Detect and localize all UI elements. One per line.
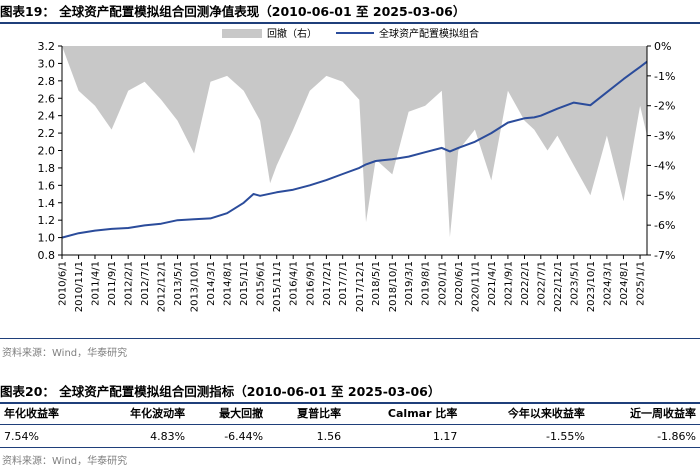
legend-nav-label: 全球资产配置模拟组合 [379, 27, 479, 40]
y-left-tick-label: 0.8 [38, 249, 56, 262]
legend-drawdown-label: 回撤（右） [267, 27, 317, 40]
chart-legend: 回撤（右） 全球资产配置模拟组合 [222, 27, 479, 40]
y-left-tick-label: 1.4 [38, 197, 56, 210]
metrics-value: 1.56 [316, 429, 342, 443]
metrics-value: -1.55% [545, 429, 585, 443]
drawdown-area [62, 46, 647, 238]
x-tick-label: 2010/6/1 [58, 261, 69, 306]
x-tick-label: 2021/9/1 [503, 261, 514, 306]
figure19-title-rule [0, 22, 700, 24]
y-right-tick-label: 0% [654, 40, 671, 53]
x-tick-label: 2024/8/1 [619, 261, 630, 306]
x-tick-label: 2016/9/1 [305, 261, 316, 306]
x-tick-label: 2020/6/1 [454, 261, 465, 306]
x-tick-label: 2022/7/1 [536, 261, 547, 306]
y-right-tick-label: -7% [654, 249, 675, 262]
y-left-tick-label: 2.8 [38, 75, 56, 88]
figure19-source: 资料来源：Wind，华泰研究 [2, 348, 128, 359]
figure20-source: 资料来源：Wind，华泰研究 [2, 456, 128, 467]
metrics-value: 7.54% [4, 429, 39, 443]
y-right-tick-label: -4% [654, 159, 675, 172]
x-tick-label: 2021/4/1 [487, 261, 498, 306]
metrics-header: 近一周收益率 [630, 407, 696, 420]
nav-line-layer [61, 60, 648, 239]
x-tick-label: 2016/4/1 [289, 261, 300, 306]
legend-drawdown-swatch [222, 29, 262, 38]
x-tick-label: 2012/2/1 [124, 261, 135, 306]
metrics-header: 今年以来收益率 [507, 407, 585, 420]
y-right-tick-label: -1% [654, 70, 675, 83]
metrics-header: 夏普比率 [297, 407, 342, 420]
x-tick-label: 2014/3/1 [206, 261, 217, 306]
figure20-title: 图表20： 全球资产配置模拟组合回测指标（2010-06-01 至 2025-0… [0, 384, 441, 399]
x-tick-label: 2015/11/1 [272, 261, 283, 312]
x-tick-label: 2015/6/1 [256, 261, 267, 306]
metrics-header-row: 年化收益率 年化波动率 最大回撤 夏普比率 Calmar 比率 今年以来收益率 … [0, 402, 700, 425]
y-left-tick-label: 1.8 [38, 162, 56, 175]
x-tick-label: 2011/9/1 [107, 261, 118, 306]
drawdown-area-layer [62, 46, 647, 238]
x-tick-label: 2019/3/1 [404, 261, 415, 306]
y-left-tick-label: 2.0 [38, 145, 56, 158]
metrics-header: 年化波动率 [130, 407, 186, 420]
x-tick-label: 2011/4/1 [91, 261, 102, 306]
y-right-tick-label: -2% [654, 100, 675, 113]
x-tick-label: 2018/10/1 [388, 261, 399, 312]
y-left-tick-label: 2.6 [38, 92, 56, 105]
x-tick-label: 2022/12/1 [553, 261, 564, 312]
metrics-value: -6.44% [224, 429, 264, 443]
x-tick-label: 2013/5/1 [173, 261, 184, 306]
metrics-value: 1.17 [432, 429, 458, 443]
y-left-tick-label: 2.4 [38, 110, 56, 123]
metrics-value-row: 7.54% 4.83% -6.44% 1.56 1.17 -1.55% -1.8… [0, 425, 700, 448]
x-tick-label: 2014/8/1 [223, 261, 234, 306]
figure20-bottom-rule [0, 447, 700, 448]
metrics-header: 年化收益率 [4, 407, 59, 420]
metrics-value: -1.86% [657, 429, 696, 443]
x-tick-label: 2020/11/1 [470, 261, 481, 312]
metrics-value: 4.83% [150, 429, 186, 443]
y-right-tick-label: -5% [654, 189, 675, 202]
x-tick-label: 2019/8/1 [421, 261, 432, 306]
metrics-table: 年化收益率 年化波动率 最大回撤 夏普比率 Calmar 比率 今年以来收益率 … [0, 402, 700, 447]
x-tick-label: 2010/11/1 [74, 261, 85, 312]
x-tick-label: 2013/10/1 [190, 261, 201, 312]
y-left-tick-label: 2.2 [38, 127, 56, 140]
figure19-bottom-rule [0, 338, 700, 339]
y-left-tick-label: 1.2 [38, 214, 56, 227]
y-left-tick-label: 3.0 [38, 57, 56, 70]
x-tick-label: 2024/3/1 [602, 261, 613, 306]
nav-line [61, 60, 648, 239]
x-tick-label: 2012/12/1 [157, 261, 168, 312]
x-tick-label: 2020/1/1 [437, 261, 448, 306]
x-tick-label: 2018/5/1 [371, 261, 382, 306]
x-tick-label: 2017/2/1 [322, 261, 333, 306]
x-tick-label: 2017/12/1 [355, 261, 366, 312]
x-tick-label: 2022/2/1 [520, 261, 531, 306]
figure19-title: 图表19： 全球资产配置模拟组合回测净值表现（2010-06-01 至 2025… [0, 4, 466, 19]
figure20-title-rule [0, 402, 700, 404]
x-tick-label: 2025/1/1 [636, 261, 647, 306]
metrics-header: 最大回撤 [219, 407, 264, 420]
metrics-header: Calmar 比率 [387, 407, 458, 420]
axes-layer: 0.8 1.0 1.2 1.4 1.6 1.8 2.0 2.2 2.4 2.6 2.8 3.0 3.2 0… [38, 40, 676, 312]
y-left-tick-label: 3.2 [38, 40, 56, 53]
x-tick-label: 2017/7/1 [338, 261, 349, 306]
x-tick-label: 2015/1/1 [239, 261, 250, 306]
x-tick-label: 2023/10/1 [586, 261, 597, 312]
y-left-tick-label: 1.6 [38, 179, 56, 192]
y-left-tick-label: 1.0 [38, 232, 56, 245]
y-right-tick-label: -6% [654, 219, 675, 232]
x-tick-label: 2012/7/1 [140, 261, 151, 306]
x-tick-label: 2023/5/1 [569, 261, 580, 306]
y-right-tick-label: -3% [654, 130, 675, 143]
nav-drawdown-chart: 回撤（右） 全球资产配置模拟组合 0.8 1.0 1.2 1.4 1.6 1.8 2.0 2.… [38, 27, 676, 312]
